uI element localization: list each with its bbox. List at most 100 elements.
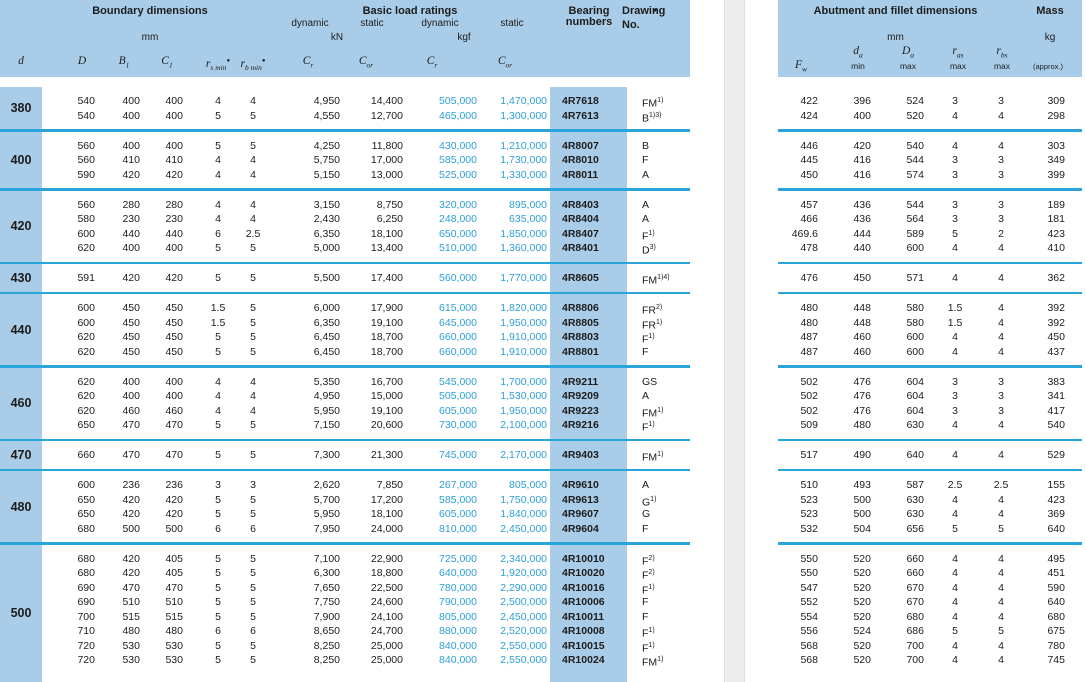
cell-Da: 580: [906, 302, 924, 314]
cell-rbs: 4: [998, 419, 1004, 431]
cell-bearing: 4R9209: [562, 390, 599, 402]
cell-da: 416: [853, 168, 871, 181]
cell-drawing-no: F: [642, 522, 649, 535]
cell-D: 560: [77, 139, 95, 152]
cell-cr_kgf: 660,000: [439, 345, 477, 358]
cell-ras: 4: [952, 654, 958, 666]
cell-rb: 5: [250, 139, 256, 152]
cell-fw: 487: [800, 345, 818, 358]
cell-ras: 4: [952, 272, 958, 284]
table-row: 600 450 450 1.5 5 6,350 19,100 645,000 1,950,000…: [0, 316, 690, 332]
cell-da: 490: [853, 449, 871, 461]
cell-D: 620: [77, 404, 95, 417]
cell-drawing-no: F1): [642, 583, 655, 597]
cell-bearing: 4R8806: [562, 302, 599, 314]
cell-D: 650: [77, 493, 95, 506]
cell-cr_kgf: 510,000: [439, 242, 477, 254]
cell-Da: 520: [906, 109, 924, 122]
table-row: 480 448 580 1.5 4 392: [778, 301, 1082, 316]
table-row: 560 410 410 4 4 5,750 17,000 585,000 1,730,000 4R…: [0, 153, 690, 168]
cell-cr_kn: 5,750: [313, 154, 340, 166]
cell-cr_kn: 8,250: [313, 654, 340, 666]
table-row: 466 436 564 3 3 181: [778, 212, 1082, 227]
cell-mass: 341: [1047, 390, 1065, 402]
cell-cr_kgf: 525,000: [439, 168, 477, 181]
cell-cor_kn: 17,000: [370, 154, 403, 166]
cell-D: 720: [77, 654, 95, 666]
cell-C1: 460: [165, 404, 183, 417]
cell-rs: 5: [215, 272, 221, 284]
cell-bearing: 4R9610: [562, 479, 599, 491]
cell-rs: 6: [215, 227, 221, 240]
footnote-dot-icon: ●: [226, 58, 231, 64]
cell-C1: 530: [165, 654, 183, 666]
cell-rbs: 4: [998, 567, 1004, 579]
cell-da: 504: [853, 522, 871, 535]
bearing-number-band: [550, 471, 627, 542]
cell-rs: 5: [215, 242, 221, 254]
cell-cor_kgf: 1,530,000: [500, 390, 547, 402]
cell-drawing-no: F1): [642, 229, 655, 243]
table-row: 620 400 400 4 4 4,950 15,000 505,000 1,530,000 4R…: [0, 389, 690, 404]
cell-bearing: 4R10008: [562, 625, 605, 637]
cell-D: 620: [77, 345, 95, 358]
footnote-dot-icon: ●: [653, 8, 657, 14]
cell-bearing: 4R9216: [562, 419, 599, 431]
cell-C1: 450: [165, 331, 183, 343]
cell-D: 590: [77, 168, 95, 181]
cell-rs: 4: [215, 404, 221, 417]
cell-B1: 400: [122, 390, 140, 402]
cell-rbs: 3: [998, 390, 1004, 402]
cell-bearing: 4R10015: [562, 639, 605, 652]
dynamic-kn-label: dynamic: [291, 18, 329, 29]
cell-cor_kn: 13,000: [370, 168, 403, 181]
cell-cor_kgf: 1,920,000: [500, 567, 547, 579]
bore-diameter-value: 440: [10, 322, 32, 337]
cell-cr_kn: 8,650: [313, 625, 340, 637]
bore-group-400: 400 560 400 400 5 5 4,250 11,800 430,000 1,210,00…: [0, 131, 690, 188]
cell-B1: 236: [122, 479, 140, 491]
cell-ras: 4: [952, 139, 958, 152]
abutment-group-430: 476 450 571 4 4 362: [778, 264, 1082, 292]
cell-cr_kgf: 650,000: [439, 227, 477, 240]
table-row: 590 420 420 4 4 5,150 13,000 525,000 1,330,000 4R…: [0, 168, 690, 183]
cell-cr_kn: 4,950: [313, 95, 340, 107]
cell-cr_kn: 6,300: [313, 567, 340, 579]
cell-drawing-no: FM1): [642, 451, 664, 464]
bore-group-380: 380 540 400 400 4 4 4,950 14,400 505,000 1,470,00…: [0, 87, 690, 129]
cell-cor_kn: 18,100: [370, 227, 403, 240]
cell-ras: 3: [952, 168, 958, 181]
bearing-number-band: [550, 190, 627, 262]
cell-cor_kgf: 1,700,000: [500, 375, 547, 388]
abutment-group-460: 502 476 604 3 3 383 502 476 604 3 3 341 502 476 604 3 3 4…: [778, 368, 1082, 439]
col-symbol-d: d: [18, 55, 24, 67]
cell-mass: 410: [1047, 242, 1065, 254]
cell-drawing-no: A: [642, 479, 650, 491]
cell-D: 600: [77, 479, 95, 491]
cell-ras: 1.5: [947, 316, 963, 329]
cell-da: 476: [853, 375, 871, 388]
cell-ras: 3: [952, 198, 958, 211]
bore-group-500: 500 680 420 405 5 5 7,100 22,900 725,000 2,340,00…: [0, 544, 690, 682]
cell-B1: 460: [122, 404, 140, 417]
cell-mass: 675: [1047, 625, 1065, 637]
cell-D: 540: [77, 109, 95, 122]
cell-Da: 580: [906, 316, 924, 329]
cell-drawing-no: F2): [642, 569, 655, 582]
col-symbol-rs-min: rs min●: [205, 57, 231, 73]
cell-C1: 515: [165, 610, 183, 623]
group-separator-line: [778, 438, 1082, 441]
cell-bearing: 4R7618: [562, 95, 599, 107]
abutment-group-470: 517 490 640 4 4 529: [778, 441, 1082, 469]
cell-rs: 5: [215, 654, 221, 666]
table-row: 487 460 600 4 4 450: [778, 330, 1082, 345]
cell-fw: 556: [800, 625, 818, 637]
cell-mass: 303: [1047, 139, 1065, 152]
cell-cor_kgf: 2,550,000: [500, 639, 547, 652]
cell-da: 436: [853, 213, 871, 225]
cell-fw: 469.6: [791, 227, 818, 240]
bearing-numbers-title: Bearing numbers: [565, 5, 613, 28]
group-separator-line: [778, 291, 1082, 294]
table-row: 556 524 686 5 5 675: [778, 624, 1082, 639]
cell-rb: 4: [250, 404, 256, 417]
